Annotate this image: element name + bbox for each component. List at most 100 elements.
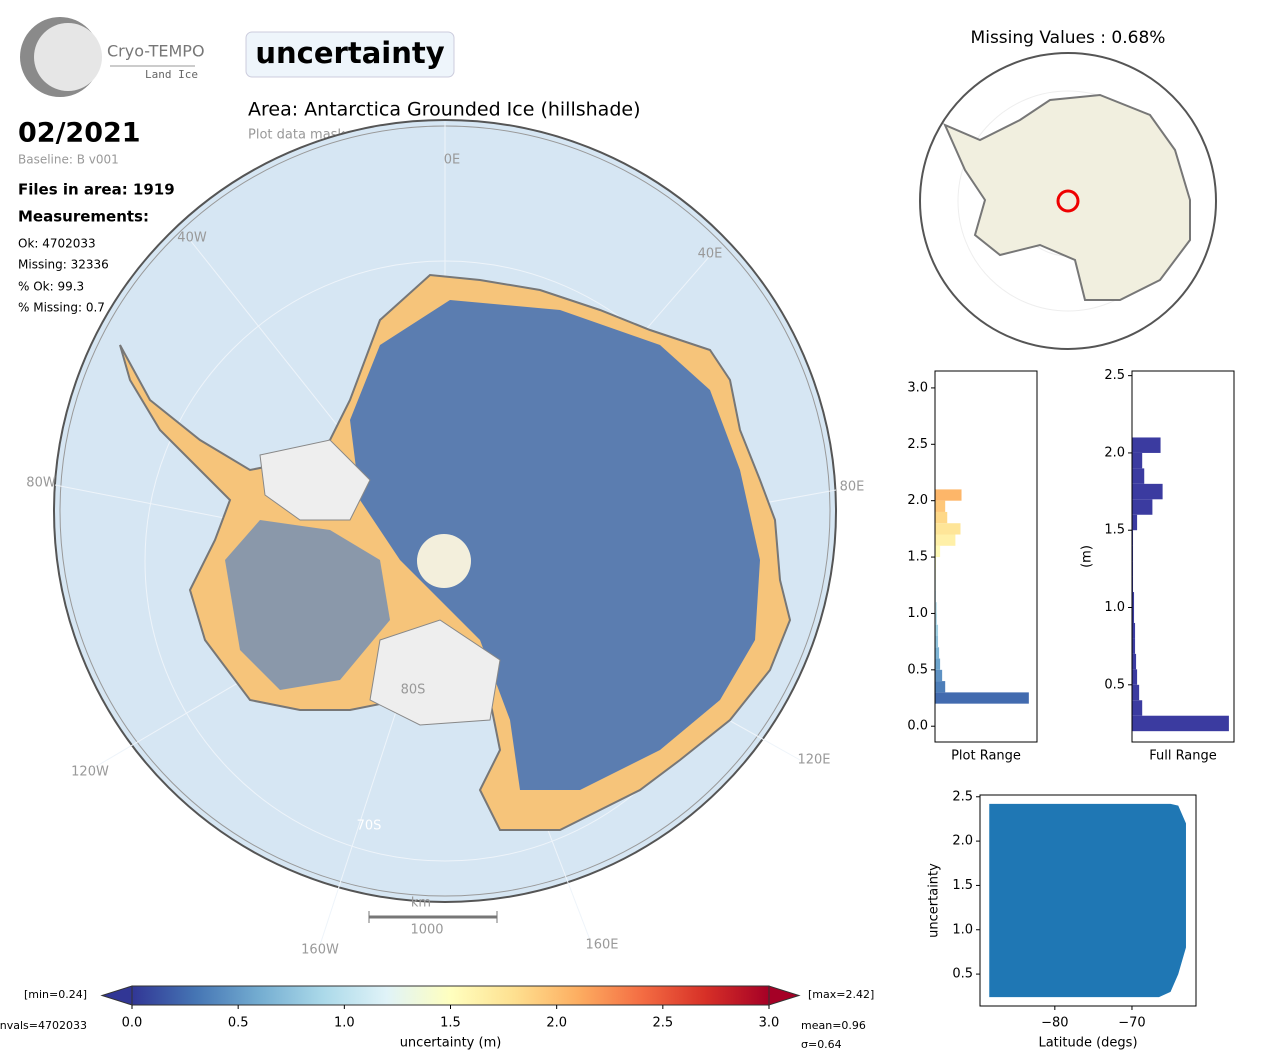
map: 0E 40E 80E 120E 160E 160W 120W 80W 40W 8…	[26, 119, 865, 958]
lon-label: 40W	[177, 231, 207, 246]
x-tick-label: 2.5	[652, 1016, 673, 1031]
lat-label: 80S	[401, 683, 426, 698]
stat: Missing: 32336	[18, 258, 109, 272]
hist-bar	[935, 624, 939, 636]
hist-bar	[1132, 700, 1143, 716]
y-label: (m)	[1080, 545, 1095, 568]
y-tick-label: 1.5	[1104, 523, 1125, 538]
y-tick-label: 2.0	[1104, 445, 1125, 460]
x-tick-label: 1.5	[440, 1016, 461, 1031]
y-tick-label: 0.5	[1104, 677, 1125, 692]
hist-bar	[1132, 530, 1134, 546]
y-tick-label: 1.5	[952, 878, 973, 893]
hist-bar	[935, 613, 938, 625]
y-tick-label: 2.0	[952, 834, 973, 849]
y-tick-label: 2.5	[1104, 368, 1125, 383]
colorbar	[131, 985, 770, 1006]
hist-bar	[1132, 653, 1137, 670]
x-label: Plot Range	[951, 749, 1021, 764]
y-tick-label: 1.0	[907, 606, 928, 621]
scale-length: 1000	[410, 923, 443, 938]
lon-label: 40E	[698, 247, 723, 262]
files: Files in area: 1919	[18, 181, 175, 199]
annotation: σ=0.64	[801, 1038, 842, 1051]
hist-bar	[1132, 561, 1134, 577]
hist-bar	[935, 511, 948, 524]
hist-bar	[935, 500, 946, 512]
hist-bar	[935, 692, 1029, 704]
x-label: Full Range	[1149, 749, 1217, 764]
hist-bar	[1132, 684, 1140, 701]
hist-bar	[1132, 499, 1153, 515]
y-tick-label: 1.0	[1104, 600, 1125, 615]
hist-bar	[935, 534, 956, 546]
hist-bar	[1132, 622, 1136, 639]
y-tick-label: 2.0	[907, 493, 928, 508]
annotation: mean=0.96	[801, 1019, 866, 1032]
hist-bar	[1132, 607, 1135, 623]
y-tick-label: 2.5	[907, 437, 928, 452]
lat-label: 70S	[357, 819, 382, 834]
x-label: Latitude (degs)	[1038, 1036, 1137, 1051]
x-tick-label: 2.0	[546, 1016, 567, 1031]
hist-bar	[1132, 483, 1163, 500]
lon-label: 0E	[444, 153, 461, 168]
hist-bar	[935, 568, 937, 580]
hist-bar	[1132, 437, 1161, 453]
y-tick-label: 0.0	[907, 719, 928, 734]
y-tick-label: 0.5	[907, 662, 928, 677]
hist-bar	[1132, 669, 1138, 685]
inset-map: Missing Values : 0.68%	[919, 28, 1217, 350]
y-tick-label: 1.0	[952, 922, 973, 937]
axes-frame	[1131, 370, 1235, 743]
hist-bar	[1132, 576, 1134, 593]
stat: Ok: 4702033	[18, 237, 96, 251]
hist-bar	[935, 647, 940, 659]
x-tick-label: 0.5	[228, 1016, 249, 1031]
hist-bar	[935, 545, 941, 558]
lon-label: 160E	[585, 938, 618, 953]
hist-bar	[935, 523, 961, 535]
hist-bar	[1132, 514, 1138, 531]
hist-bar	[935, 579, 937, 591]
date: 02/2021	[18, 118, 141, 149]
hist-bar	[935, 658, 941, 670]
hist-bar	[935, 590, 937, 603]
hist-bar	[935, 636, 939, 648]
y-tick-label: 0.5	[952, 967, 973, 982]
logo-text: Cryo-TEMPO	[107, 42, 205, 61]
x-tick-label: −70	[1118, 1016, 1145, 1031]
y-tick-label: 3.0	[907, 380, 928, 395]
y-label: uncertainty	[927, 863, 942, 938]
title-box	[245, 31, 455, 78]
axes-frame	[979, 794, 1197, 1007]
x-label: uncertainty (m)	[400, 1036, 502, 1051]
inset-title: Missing Values : 0.68%	[971, 28, 1166, 48]
lon-label: 120W	[71, 765, 109, 780]
stat: % Ok: 99.3	[18, 280, 84, 294]
x-tick-label: 1.0	[334, 1016, 355, 1031]
hist-bar	[935, 602, 938, 614]
annotation: [max=2.42]	[808, 988, 874, 1001]
lon-label: 80E	[840, 480, 865, 495]
lon-label: 80W	[26, 476, 56, 491]
hist-bar	[935, 557, 937, 569]
baseline: Baseline: B v001	[18, 153, 119, 167]
lon-label: 160W	[301, 943, 339, 958]
hist-bar	[1132, 545, 1134, 562]
y-tick-label: 1.5	[907, 550, 928, 565]
scale-unit: km	[411, 896, 431, 911]
axes-frame	[934, 370, 1038, 743]
annotation: [min=0.24]	[24, 988, 87, 1001]
hist-bar	[1132, 468, 1145, 484]
hist-bar	[935, 669, 943, 682]
x-tick-label: 0.0	[122, 1016, 143, 1031]
colorbar-extend	[768, 985, 801, 1006]
area: Area: Antarctica Grounded Ice (hillshade…	[248, 99, 641, 121]
point-cloud	[989, 803, 1186, 998]
y-tick-label: 2.5	[952, 789, 973, 804]
hist-bar	[1132, 592, 1135, 608]
title: uncertainty	[255, 36, 444, 70]
x-tick-label: −80	[1041, 1016, 1068, 1031]
